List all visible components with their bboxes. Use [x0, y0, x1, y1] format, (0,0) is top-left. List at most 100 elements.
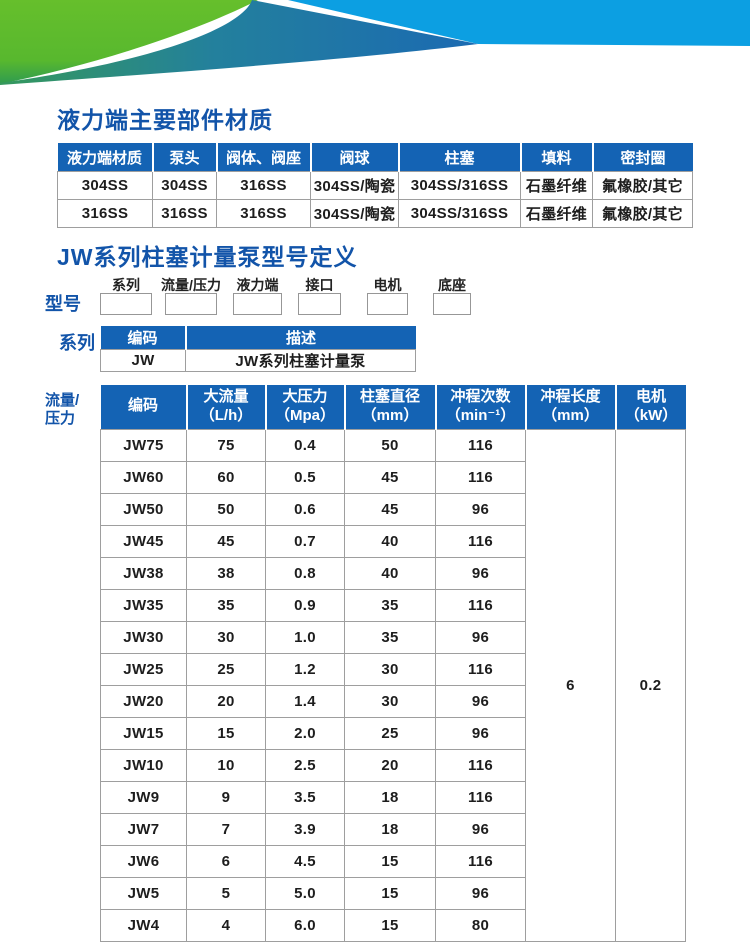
table-cell: JW6: [100, 844, 187, 878]
banner-green-shape: [0, 0, 258, 84]
table-cell: 18: [344, 812, 436, 846]
table-cell: 氟橡胶/其它: [592, 171, 693, 201]
table-row: JW10 10 2.5 20 116: [100, 748, 686, 782]
table-cell: JW5: [100, 876, 187, 910]
table-cell: 50: [186, 492, 266, 526]
table-cell: 96: [435, 716, 526, 750]
table-cell: 15: [186, 716, 266, 750]
materials-table: 液力端材质 泵头 阀体、阀座 阀球 柱塞 填料 密封圈 304SS 304SS 316SS 304…: [57, 142, 693, 229]
table-cell: 9: [186, 780, 266, 814]
table-cell: 石墨纤维: [520, 199, 593, 229]
column-header-title: 柱塞直径: [359, 388, 420, 405]
specs-body: JW75 75 0.4 50 116 6 0.2 JW60 60 0.5 45 116 JW50 50 0.…: [100, 428, 686, 942]
table-cell: 4: [186, 908, 266, 942]
table-cell: 15: [344, 876, 436, 910]
table-cell: 60: [186, 460, 266, 494]
table-cell: 7: [186, 812, 266, 846]
table-row: JW60 60 0.5 45 116: [100, 460, 686, 494]
series-row: 系列 编码 描述 JW JW系列柱塞计量泵: [57, 326, 692, 378]
table-cell: JW75: [100, 428, 187, 462]
table-cell: 0.4: [265, 428, 345, 462]
table-cell: 40: [344, 524, 436, 558]
table-cell: JW50: [100, 492, 187, 526]
series-body: JW JW系列柱塞计量泵: [100, 348, 416, 372]
table-cell: 5: [186, 876, 266, 910]
table-cell: JW45: [100, 524, 187, 558]
table-cell: JW25: [100, 652, 187, 686]
table-cell: 38: [186, 556, 266, 590]
column-header: 编码: [100, 385, 187, 429]
model-field-label: 流量/压力: [161, 277, 221, 293]
table-cell: 2.0: [265, 716, 345, 750]
specs-header-row: 编码 大流量 （L/h） 大压力 （Mpa） 柱塞直径 （mm） 冲程次数 （min⁻¹） 冲程长…: [100, 385, 686, 429]
table-cell: 116: [435, 748, 526, 782]
table-cell: 35: [186, 588, 266, 622]
table-row: JW JW系列柱塞计量泵: [100, 348, 416, 372]
table-cell: 石墨纤维: [520, 171, 593, 201]
table-cell: 15: [344, 844, 436, 878]
table-cell: JW35: [100, 588, 187, 622]
column-header-title: 大流量: [203, 388, 249, 405]
column-header: 阀体、阀座: [215, 142, 311, 172]
series-header-row: 编码 描述: [100, 326, 416, 349]
table-cell: 20: [186, 684, 266, 718]
table-cell: 116: [435, 780, 526, 814]
table-cell: 1.2: [265, 652, 345, 686]
table-cell: 10: [186, 748, 266, 782]
column-header-title: 冲程次数: [450, 388, 511, 405]
table-cell: JW10: [100, 748, 187, 782]
column-header-unit: （mm）: [361, 406, 419, 424]
table-row: JW25 25 1.2 30 116: [100, 652, 686, 686]
series-table: 编码 描述 JW JW系列柱塞计量泵: [100, 326, 416, 372]
table-row: JW50 50 0.6 45 96: [100, 492, 686, 526]
table-cell: 80: [435, 908, 526, 942]
column-header: 填料: [519, 142, 593, 172]
table-cell: 304SS/316SS: [398, 199, 521, 229]
table-cell: JW系列柱塞计量泵: [185, 348, 416, 372]
table-row: JW45 45 0.7 40 116: [100, 524, 686, 558]
column-header: 阀球: [309, 142, 399, 172]
table-cell: 40: [344, 556, 436, 590]
table-cell: 2.5: [265, 748, 345, 782]
materials-title: 液力端主要部件材质: [57, 107, 273, 133]
table-cell: 96: [435, 620, 526, 654]
table-cell: 6.0: [265, 908, 345, 942]
table-cell: JW9: [100, 780, 187, 814]
table-cell: JW15: [100, 716, 187, 750]
table-cell: 0.5: [265, 460, 345, 494]
table-cell: 116: [435, 460, 526, 494]
model-code-box: [100, 293, 152, 315]
table-row: JW4 4 6.0 15 80: [100, 908, 686, 942]
table-cell: 0.9: [265, 588, 345, 622]
table-row: 304SS 304SS 316SS 304SS/陶瓷 304SS/316SS 石墨纤维 氟橡…: [57, 171, 693, 201]
table-cell: 25: [186, 652, 266, 686]
model-field-label: 液力端: [236, 277, 279, 293]
table-cell: 氟橡胶/其它: [592, 199, 693, 229]
table-cell: 316SS: [57, 199, 153, 229]
table-row: JW9 9 3.5 18 116: [100, 780, 686, 814]
table-cell: 116: [435, 524, 526, 558]
column-header: 大压力 （Mpa）: [264, 385, 345, 429]
table-cell: 35: [344, 620, 436, 654]
model-field-label: 底座: [438, 277, 466, 293]
table-cell: 96: [435, 812, 526, 846]
column-header-unit: （mm）: [542, 406, 599, 424]
column-header: 编码: [100, 326, 186, 349]
column-header: 冲程长度 （mm）: [524, 385, 616, 429]
model-code-box: [165, 293, 217, 315]
flow-pressure-label: 流量/ 压力: [45, 392, 80, 427]
motor-power-cell: 0.2: [615, 428, 686, 942]
model-field-label: 电机: [373, 277, 402, 293]
table-row: JW5 5 5.0 15 96: [100, 876, 686, 910]
table-cell: 75: [186, 428, 266, 462]
stroke-length-cell: 6: [525, 428, 616, 942]
column-header-title: 冲程长度: [540, 388, 601, 405]
column-header-unit: （Mpa）: [274, 406, 335, 424]
table-cell: 304SS/陶瓷: [310, 171, 399, 201]
model-code-box: [233, 293, 282, 315]
table-cell: 3.9: [265, 812, 345, 846]
table-cell: 5.0: [265, 876, 345, 910]
model-code-box: [433, 293, 471, 315]
